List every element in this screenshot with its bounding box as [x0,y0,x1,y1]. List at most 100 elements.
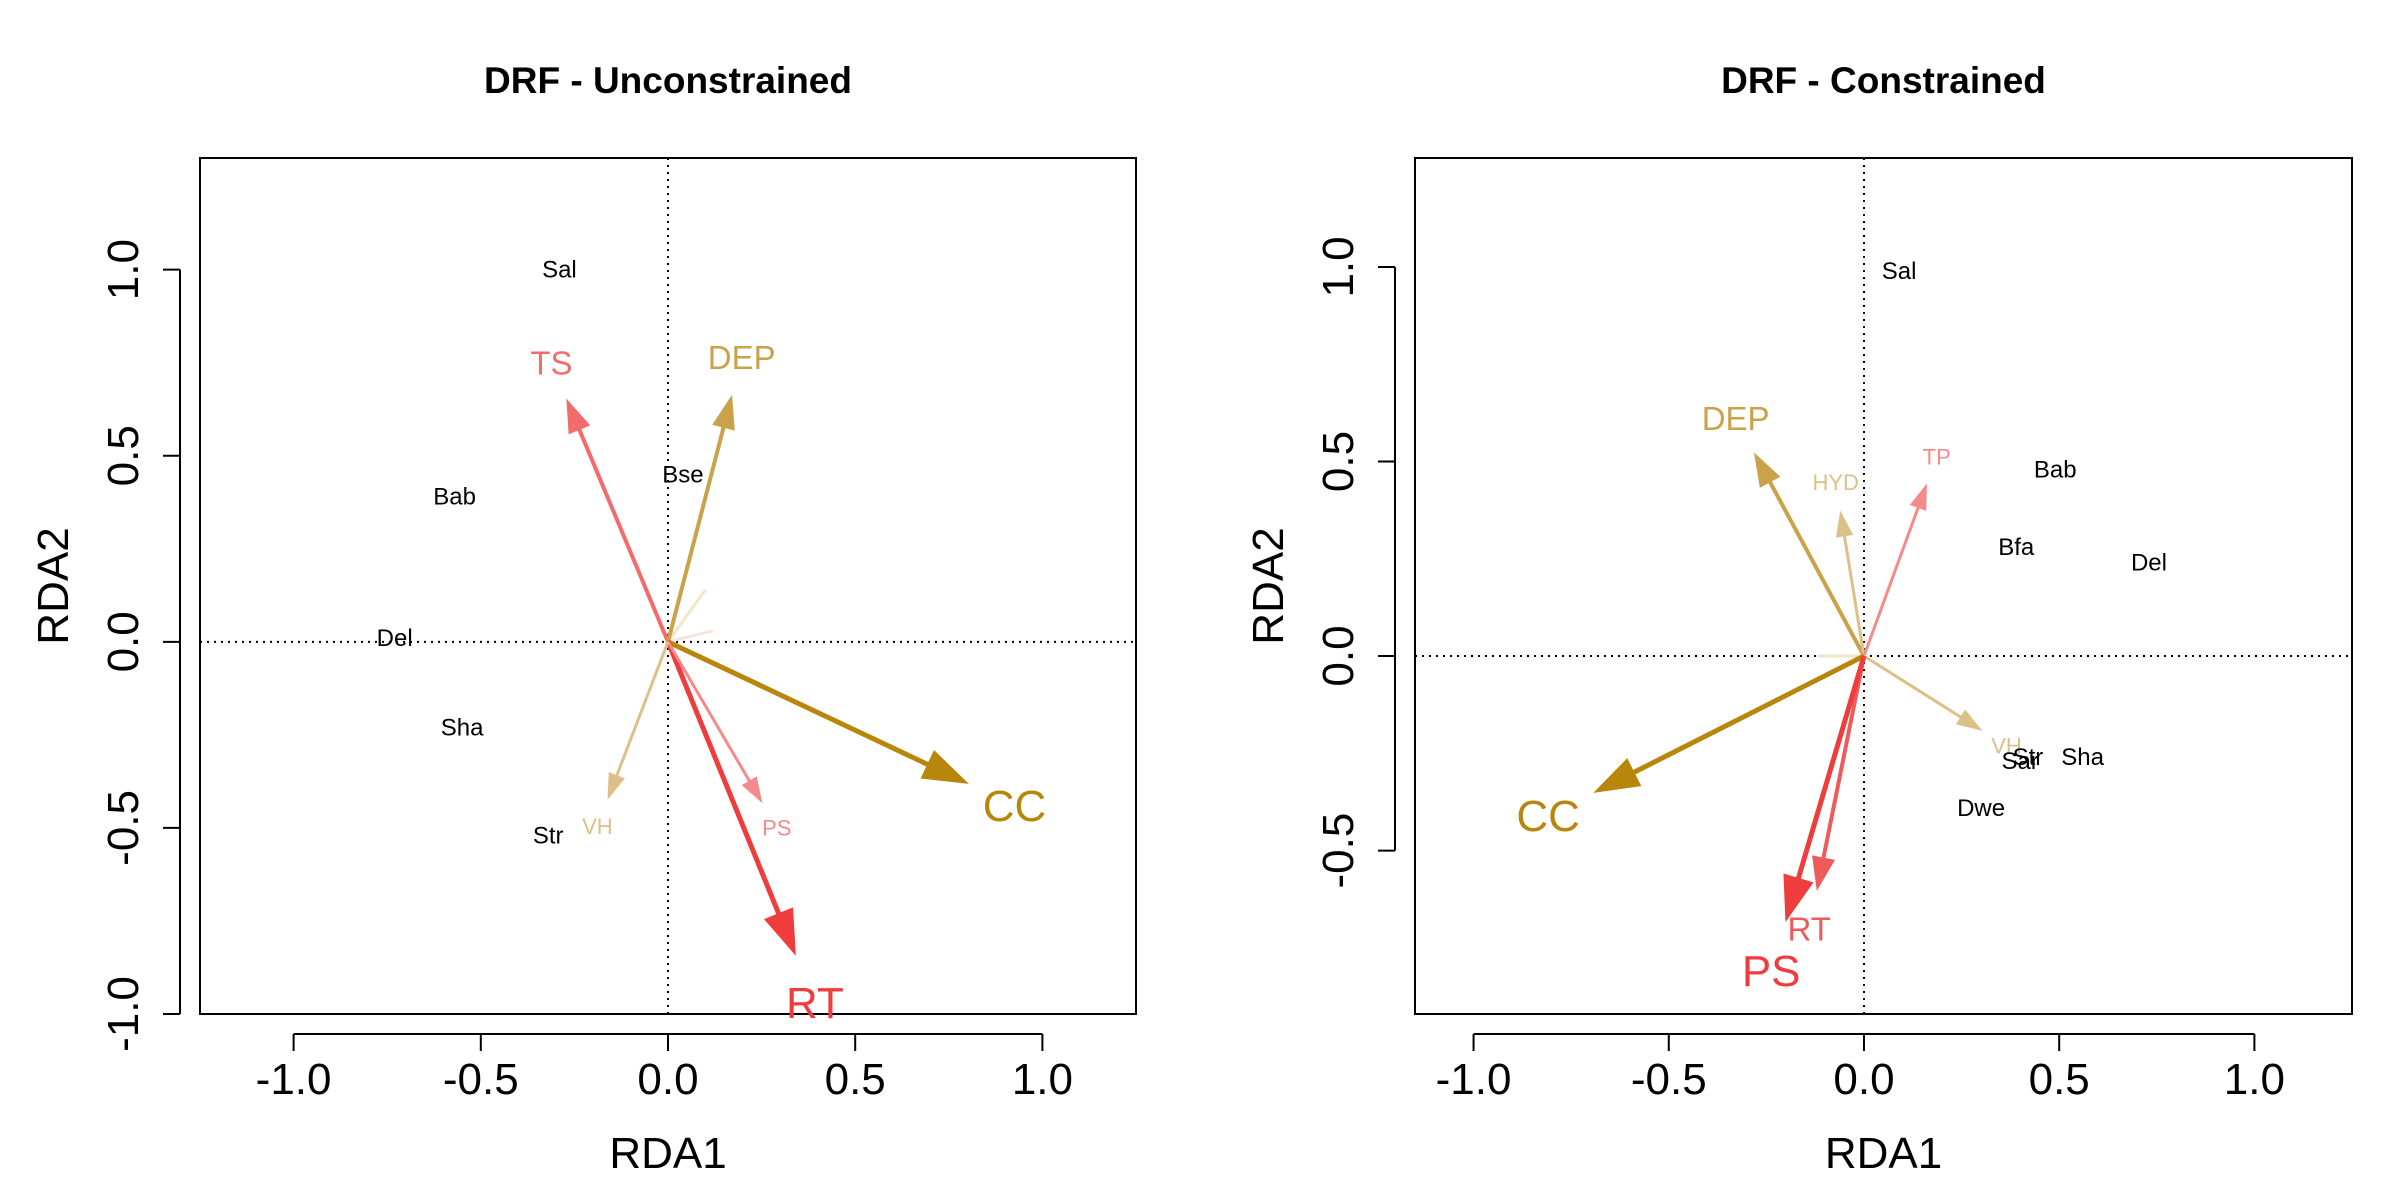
x-tick-label: 0.0 [1833,1055,1894,1104]
x-tick-label: -0.5 [443,1055,519,1104]
species-label-bse: Bse [662,461,703,488]
y-tick-label: 0.0 [99,611,148,672]
x-tick-label: 0.5 [825,1055,886,1104]
y-tick-label: 1.0 [1314,236,1363,297]
vector-arrowhead [920,750,969,784]
species-label-bfa: Bfa [1998,534,2035,561]
vector-shaft [666,426,726,643]
vector-label: CC [983,782,1047,831]
species-label-str: Str [2013,744,2044,771]
vector-shaft [1842,535,1866,657]
vector-arrowhead [1909,483,1927,511]
vector-arrowhead [763,907,796,956]
vector-tp: TP [1862,444,1951,657]
vector-arrowhead [712,394,735,431]
species-label-bab: Bab [433,484,476,511]
vector-shaft [1768,480,1866,657]
x-tick-label: -1.0 [1436,1055,1512,1104]
vector-vh: VH [582,641,670,839]
vector-shaft [1821,655,1866,859]
panel-2: DRF - Constrained -1.0 -0.5 0.0 0.5 1.0 RDA1 -0… [1244,60,2353,1178]
vector-shaft [615,641,670,777]
vector-hyd: HYD [1813,470,1866,657]
x-tick-label: -1.0 [256,1055,332,1104]
vector-arrowhead [1783,873,1814,923]
x-axis: -1.0 -0.5 0.0 0.5 1.0 RDA1 [256,1033,1073,1178]
faint-vector [667,629,714,644]
x-tick-label: -0.5 [1631,1055,1707,1104]
species-label-del: Del [377,625,413,652]
vector-label: VH [1991,734,2022,759]
species-label-bab: Bab [2034,456,2077,483]
vector-label: VH [582,814,613,839]
y-tick-label: -0.5 [1314,813,1363,889]
species-label-sal: Sal [1882,258,1917,285]
vector-arrowhead [1593,758,1642,793]
x-axis-label: RDA1 [1825,1129,1942,1178]
vector-rt: RT [665,640,844,1028]
x-tick-label: 1.0 [1012,1055,1073,1104]
x-tick-label: 0.0 [637,1055,698,1104]
vector-arrowhead [1753,452,1781,488]
vector-shaft [1632,653,1866,775]
vector-shaft [1795,655,1867,880]
y-axis-label: RDA2 [1244,527,1293,644]
vector-label: RT [786,979,844,1028]
vector-dep: DEP [1702,400,1866,657]
plot-frame [1414,157,2353,1015]
y-axis: -1.0 -0.5 0.0 0.5 1.0 RDA2 [29,239,181,1052]
panel-1: DRF - Unconstrained -1.0 -0.5 0.0 0.5 1.0 RDA1… [29,60,1137,1178]
vector-label: PS [762,815,791,840]
species-label-sha: Sha [2061,744,2104,771]
vector-shaft [577,428,670,643]
vector-cc: CC [666,639,1047,831]
vector-label: HYD [1813,470,1859,495]
vector-rt: RT [1788,655,1866,947]
vector-cc: CC [1516,653,1866,841]
vector-ts: TS [530,345,670,643]
x-tick-label: 0.5 [2029,1055,2090,1104]
y-axis: -0.5 0.0 0.5 1.0 RDA2 [1244,236,1396,889]
chart-title: DRF - Unconstrained [484,60,852,101]
y-tick-label: -0.5 [99,790,148,866]
vector-dep: DEP [666,339,776,643]
vector-label: DEP [1702,400,1770,437]
y-tick-label: 0.5 [99,425,148,486]
x-axis: -1.0 -0.5 0.0 0.5 1.0 RDA1 [1436,1033,2285,1178]
y-axis-label: RDA2 [29,527,78,644]
species-label-sal: Sal [542,257,577,284]
y-tick-label: 0.5 [1314,431,1363,492]
vector-label: DEP [708,339,776,376]
x-axis-label: RDA1 [609,1129,726,1178]
vector-shaft [666,639,929,767]
vector-arrowhead [1835,510,1854,538]
vector-shaft [1862,506,1920,657]
y-tick-label: 1.0 [99,239,148,300]
vector-arrowhead [607,772,625,800]
vector-label: CC [1516,792,1580,841]
vector-label: TP [1923,444,1951,469]
vector-ps: PS [1742,655,1867,996]
y-tick-label: 0.0 [1314,625,1363,686]
vector-arrowhead [741,776,763,804]
vector-label: RT [1788,910,1831,947]
vector-shaft [1863,654,1962,719]
x-tick-label: 1.0 [2224,1055,2285,1104]
species-label-sha: Sha [441,714,484,741]
vector-shaft [666,641,751,782]
vector-shaft [665,640,782,915]
vector-arrowhead [566,398,591,435]
vector-ps: PS [666,641,791,840]
vector-label: PS [1742,947,1801,996]
species-label-sar: Sar [2001,748,2038,775]
vector-arrowhead [1955,709,1983,731]
vector-label: TS [530,345,572,382]
faint-vector [666,588,707,643]
species-label-del: Del [2131,550,2167,577]
chart-title: DRF - Constrained [1721,60,2046,101]
species-label-dwe: Dwe [1957,795,2005,822]
species-label-str: Str [533,822,564,849]
vector-vh: VH [1863,654,2022,759]
vector-arrowhead [1812,855,1835,891]
